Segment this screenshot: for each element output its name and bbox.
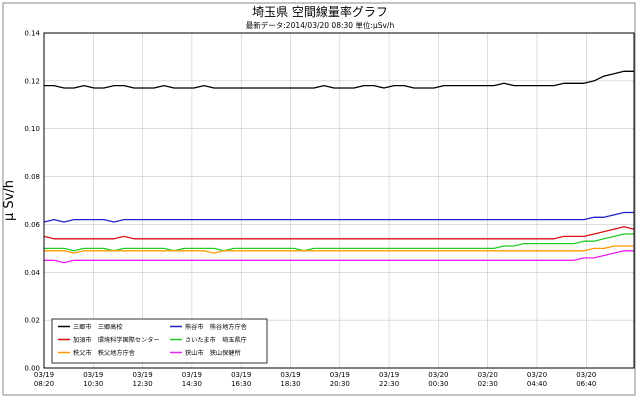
x-tick-time: 10:30 <box>83 380 103 388</box>
x-tick-date: 03/19 <box>379 371 399 379</box>
series-line-5 <box>44 250 634 264</box>
legend-entry: さいたま市 埼玉県庁 <box>185 336 247 344</box>
y-tick-label: 0.00 <box>24 365 40 373</box>
y-tick-label: 0.14 <box>24 30 40 38</box>
x-tick-time: 20:30 <box>330 380 350 388</box>
x-tick-time: 08:20 <box>34 380 54 388</box>
legend-entry: 三郷市 三郷高校 <box>73 323 123 331</box>
legend-entry: 狭山市 狭山保健所 <box>185 349 241 357</box>
x-tick-time: 22:30 <box>379 380 399 388</box>
y-tick-label: 0.10 <box>24 125 40 133</box>
y-tick-labels: 0.00 0.02 0.04 0.06 0.08 0.10 0.12 0.14 <box>24 30 40 373</box>
series-line-4 <box>44 245 634 254</box>
legend-entry: 加須市 環境科学国際センター <box>73 336 160 344</box>
x-tick-time: 06:40 <box>576 380 596 388</box>
x-tick-date: 03/19 <box>280 371 300 379</box>
y-tick-label: 0.08 <box>24 173 40 181</box>
y-tick-label: 0.04 <box>24 269 40 277</box>
y-tick-label: 0.06 <box>24 221 40 229</box>
x-tick-date: 03/19 <box>330 371 350 379</box>
series-lines <box>43 70 635 264</box>
x-tick-time: 00:30 <box>428 380 448 388</box>
y-tick-label: 0.02 <box>24 317 40 325</box>
x-tick-date: 03/20 <box>527 371 547 379</box>
x-tick-date: 03/20 <box>478 371 498 379</box>
series-line-3 <box>44 233 634 252</box>
x-tick-date: 03/19 <box>133 371 153 379</box>
chart-title: 埼玉県 空間線量率グラフ <box>252 4 388 19</box>
x-tick-date: 03/19 <box>231 371 251 379</box>
series-line-2 <box>43 226 635 240</box>
x-tick-time: 02:30 <box>478 380 498 388</box>
legend-entry: 秩父市 秩父地方庁舎 <box>73 349 135 357</box>
x-tick-time: 14:30 <box>182 380 202 388</box>
x-tick-date: 03/19 <box>182 371 202 379</box>
plot-border <box>43 32 635 369</box>
x-tick-date: 03/20 <box>576 371 596 379</box>
series-line-1 <box>43 211 634 223</box>
x-tick-date: 03/19 <box>83 371 103 379</box>
x-tick-time: 16:30 <box>231 380 251 388</box>
legend-entry: 熊谷市 熊谷地方庁舎 <box>185 323 247 331</box>
chart-subtitle: 最新データ:2014/03/20 08:30 単位:μSv/h <box>246 20 395 30</box>
y-axis-label: μ Sv/h <box>2 180 17 221</box>
x-tick-time: 04:40 <box>527 380 547 388</box>
x-tick-labels: 03/1908:2003/1910:3003/1912:3003/1914:30… <box>34 371 596 388</box>
x-tick-date: 03/19 <box>34 371 54 379</box>
x-tick-time: 18:30 <box>280 380 300 388</box>
x-tick-time: 12:30 <box>133 380 153 388</box>
x-tick-date: 03/20 <box>428 371 448 379</box>
series-line-0 <box>44 70 634 89</box>
y-tick-label: 0.12 <box>24 77 40 85</box>
legend-box <box>51 318 268 364</box>
